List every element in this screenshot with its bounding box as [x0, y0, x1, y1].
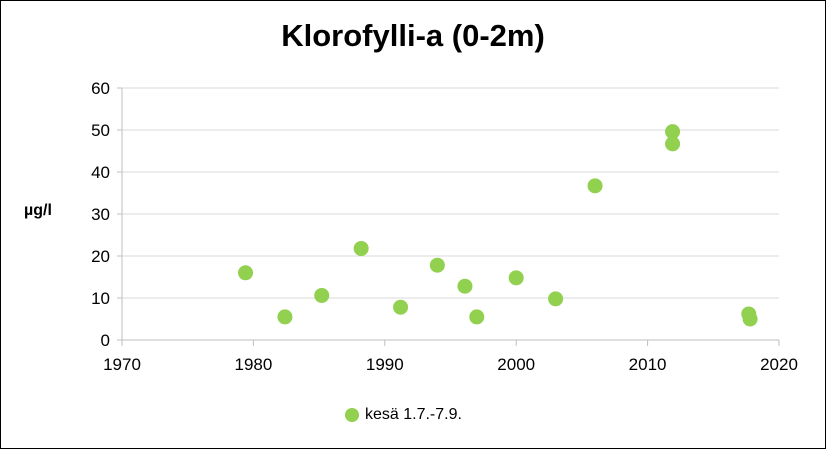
data-point — [469, 309, 485, 325]
data-point — [238, 265, 254, 281]
data-point — [587, 178, 603, 194]
y-tick-label: 40 — [91, 163, 110, 182]
data-point — [665, 124, 681, 140]
y-axis-label: µg/l — [24, 202, 52, 219]
data-point — [429, 257, 445, 273]
legend-label: kesä 1.7.-7.9. — [365, 406, 462, 423]
legend: kesä 1.7.-7.9. — [345, 406, 462, 424]
legend-marker — [345, 408, 359, 422]
x-tick-label: 1990 — [366, 355, 404, 374]
x-tick-label: 1980 — [234, 355, 272, 374]
x-tick-label: 2020 — [760, 355, 798, 374]
data-point — [457, 278, 473, 294]
data-point — [508, 270, 524, 286]
data-point — [742, 311, 758, 327]
y-tick-label: 0 — [101, 331, 110, 350]
y-tick-label: 60 — [91, 79, 110, 98]
data-point — [665, 136, 681, 152]
data-point — [353, 240, 369, 256]
x-tick-label: 2000 — [497, 355, 535, 374]
x-tick-label: 2010 — [629, 355, 667, 374]
data-point — [393, 299, 409, 315]
data-point — [277, 309, 293, 325]
data-point — [548, 291, 564, 307]
data-point — [314, 287, 330, 303]
y-tick-label: 20 — [91, 247, 110, 266]
x-tick-label: 1970 — [103, 355, 141, 374]
y-tick-label: 10 — [91, 289, 110, 308]
chart-title: Klorofylli-a (0-2m) — [281, 18, 545, 53]
y-tick-label: 50 — [91, 121, 110, 140]
y-tick-label: 30 — [91, 205, 110, 224]
